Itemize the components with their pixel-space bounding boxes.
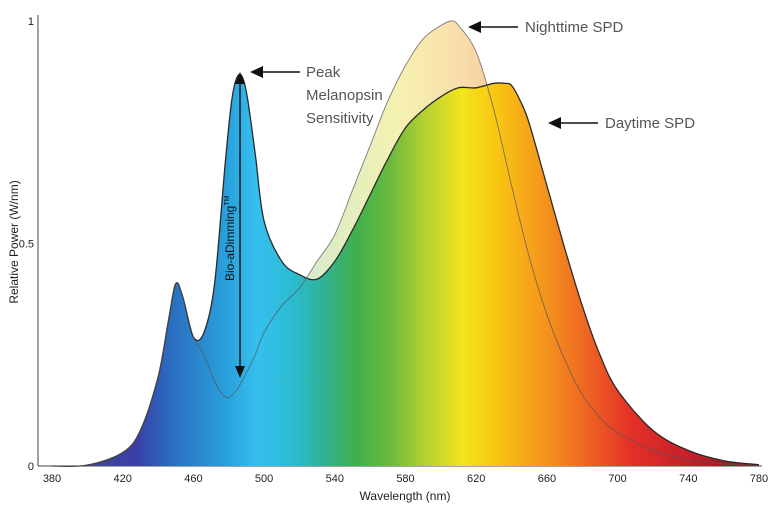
peak-arrowhead: [250, 66, 263, 78]
y-tick-label: 0.5: [19, 239, 34, 251]
daytime-spd-fill: [52, 74, 759, 467]
x-tick-label: 420: [114, 473, 132, 485]
annotations: Peak Melanopsin Sensitivity Nighttime SP…: [223, 19, 695, 378]
x-tick-label: 380: [43, 473, 61, 485]
night-label: Nighttime SPD: [525, 19, 624, 36]
peak-label-line-3: Sensitivity: [306, 110, 374, 127]
x-tick-label: 460: [184, 473, 202, 485]
plot-area: [51, 20, 760, 467]
x-axis-title: Wavelength (nm): [360, 489, 451, 503]
y-tick-label: 0: [28, 461, 34, 473]
x-tick-label: 500: [255, 473, 273, 485]
day-arrowhead: [548, 117, 561, 129]
bio-dimming-arrowhead-bottom: [235, 366, 245, 378]
trademark-mark: TM: [224, 195, 231, 205]
y-axis-title: Relative Power (W/nm): [7, 180, 21, 303]
y-axis-ticks: 00.51: [19, 16, 34, 473]
night-arrowhead: [468, 21, 481, 33]
day-label: Daytime SPD: [605, 115, 695, 132]
x-tick-label: 700: [608, 473, 626, 485]
x-tick-label: 660: [538, 473, 556, 485]
y-tick-label: 1: [28, 16, 34, 28]
x-tick-label: 580: [396, 473, 414, 485]
x-tick-label: 740: [679, 473, 697, 485]
x-tick-label: 620: [467, 473, 485, 485]
nighttime-spd-line: [51, 20, 760, 467]
bio-dimming-arrowhead-top: [235, 72, 245, 84]
bio-dimming-label: Bio-aDimmingTM: [223, 195, 237, 281]
peak-label-line-1: Peak: [306, 64, 341, 81]
peak-label-line-2: Melanopsin: [306, 87, 383, 104]
x-tick-label: 540: [326, 473, 344, 485]
x-tick-label: 780: [750, 473, 768, 485]
x-axis-ticks: 380 420 460 500 540 580 620 660 700 740 780: [43, 473, 768, 485]
